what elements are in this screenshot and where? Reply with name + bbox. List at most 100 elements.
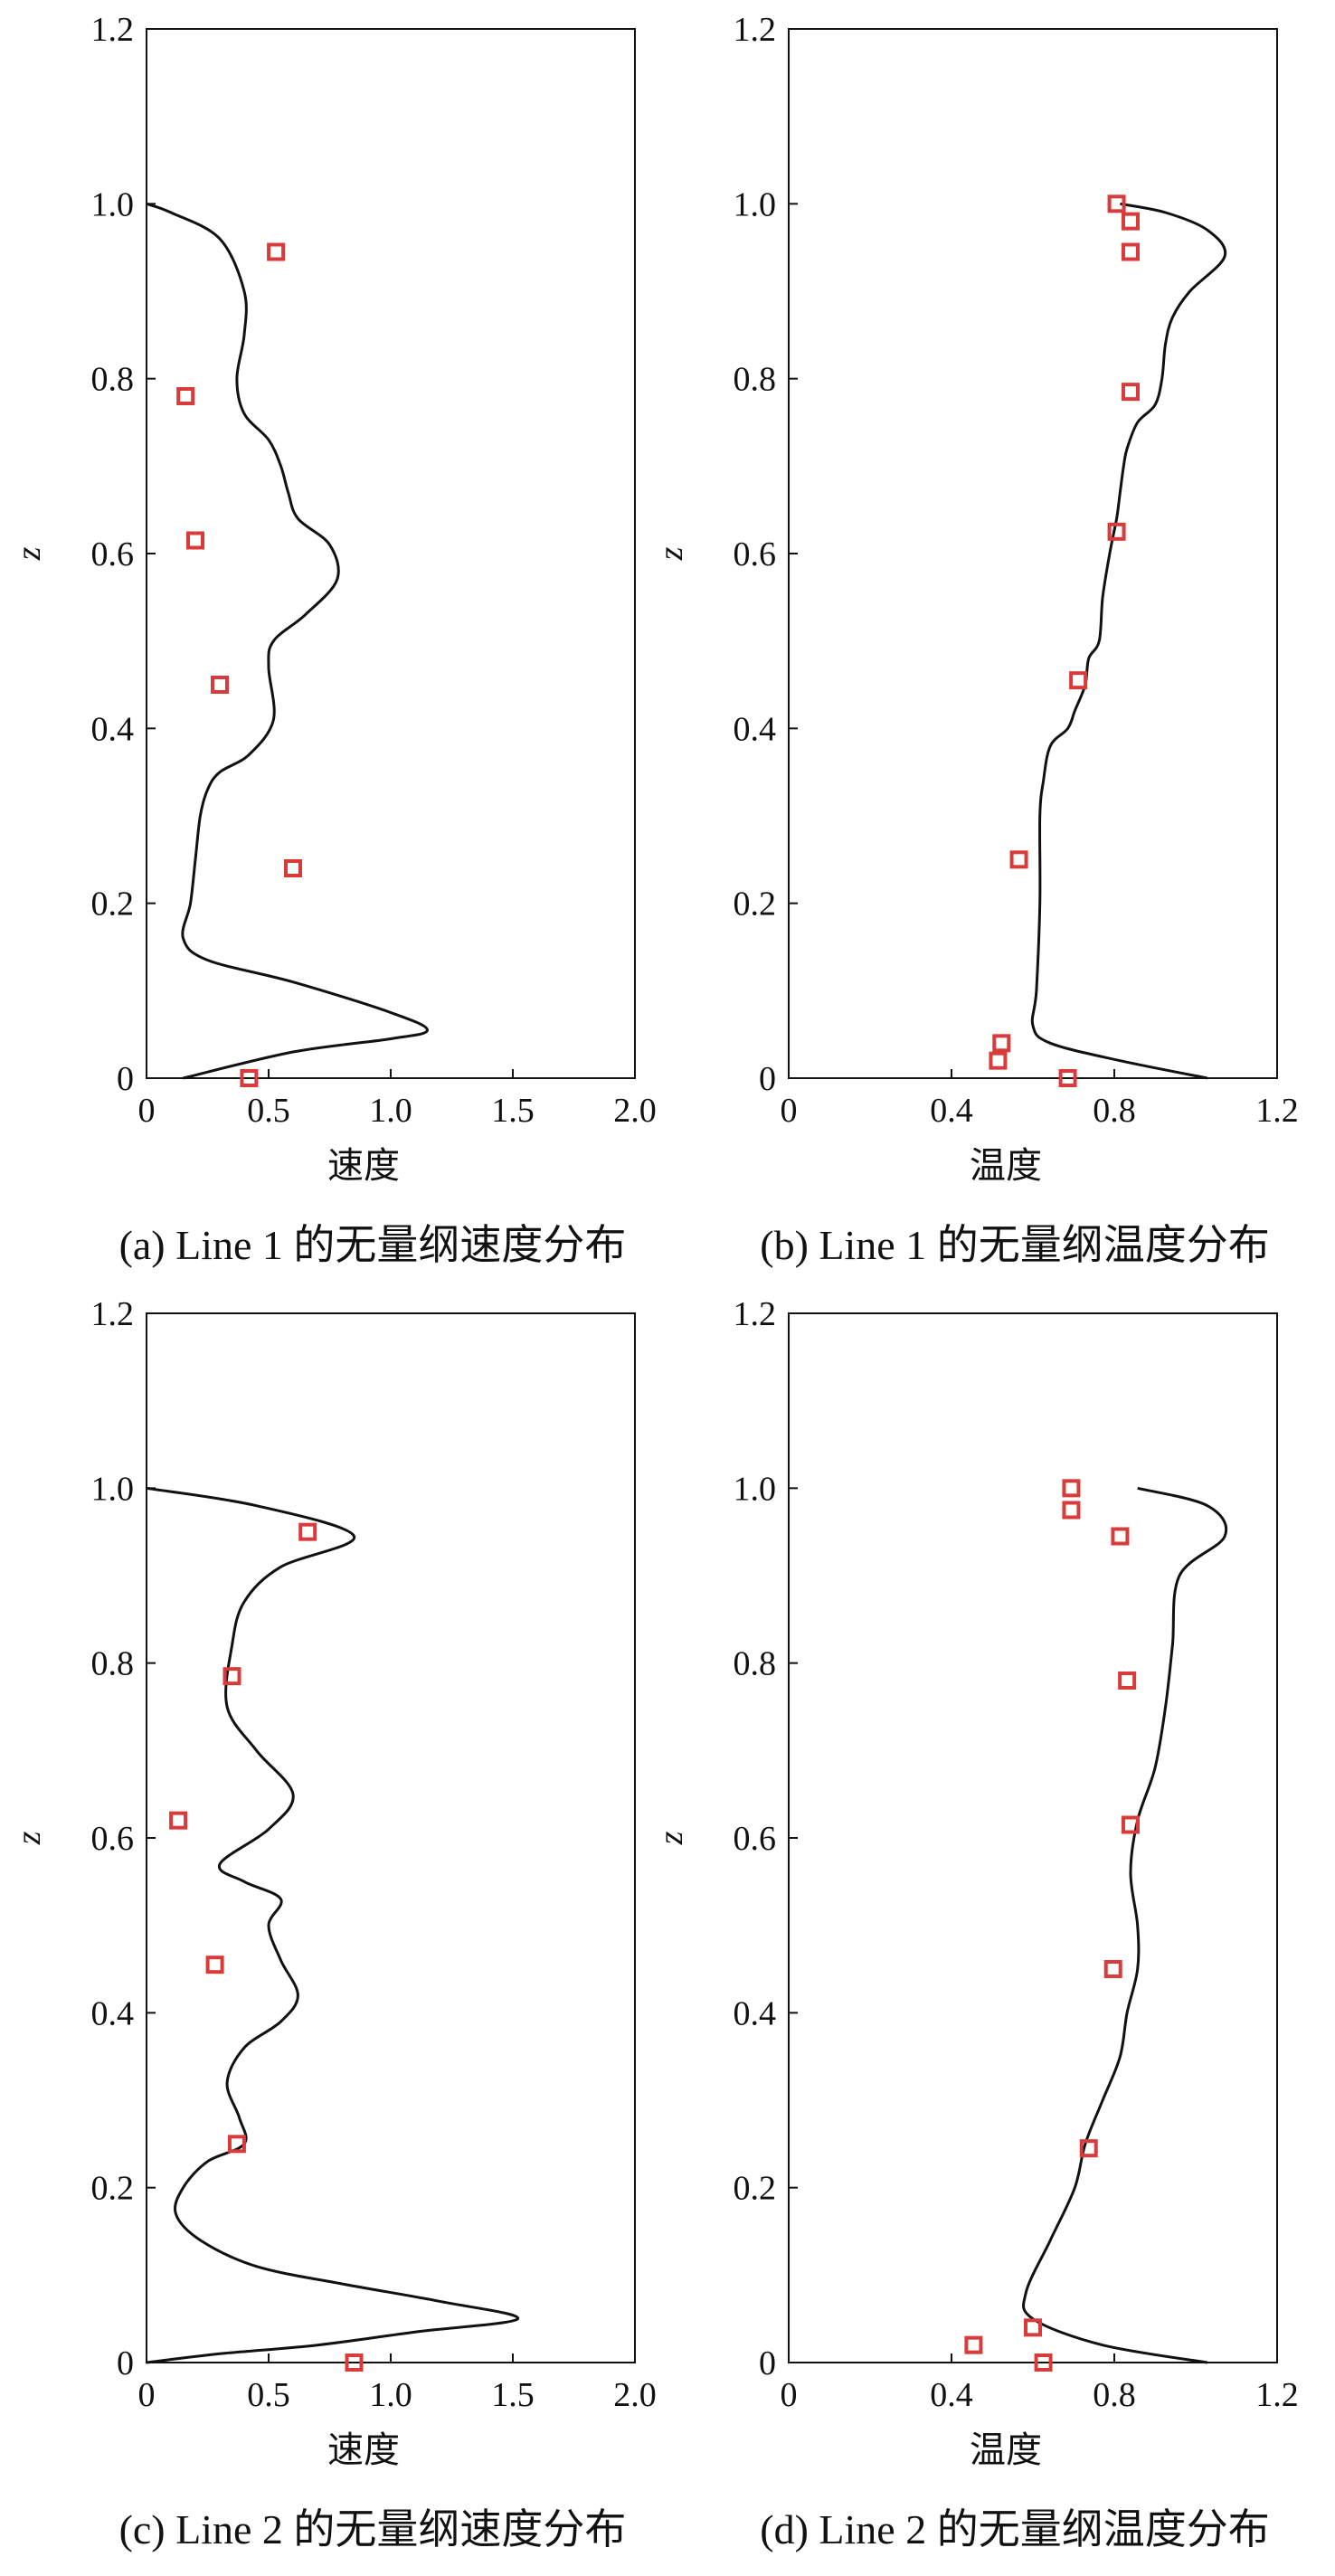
measurement-point <box>989 1051 1008 1070</box>
x-tick-label: 0.4 <box>930 2376 973 2414</box>
plot-frame <box>146 1312 636 2363</box>
y-tick-label: 1.0 <box>91 185 135 223</box>
y-tick-label: 0.2 <box>91 886 135 923</box>
plot-frame <box>146 28 636 1079</box>
measurement-point <box>169 1811 188 1830</box>
y-tick-label: 1.2 <box>91 1295 135 1333</box>
y-tick-label: 0.6 <box>91 535 135 573</box>
x-tick-label: 0.4 <box>930 1092 973 1130</box>
measurement-point <box>1062 1501 1081 1520</box>
measurement-point <box>1107 522 1126 541</box>
x-tick-label: 2.0 <box>613 1092 657 1130</box>
panel-caption: (d) Line 2 的无量纲温度分布 <box>760 2506 1269 2552</box>
y-tick-label: 0.8 <box>734 1645 777 1683</box>
chart-panel-4: 0 0.2 0.4 0.6 0.8 1.0 1.2 0 0.4 0.8 1.2 温度 z (d) Line… <box>652 1295 1299 2552</box>
measurement-point <box>1122 242 1140 261</box>
y-tick-label: 0.8 <box>91 361 135 399</box>
y-tick-label: 0.8 <box>734 361 777 399</box>
y-tick-label: 0.6 <box>734 535 777 573</box>
y-tick-label: 0.2 <box>91 2170 135 2208</box>
measurement-point <box>1111 1527 1130 1546</box>
measurement-point <box>1062 1479 1081 1498</box>
measurement-point <box>186 531 204 550</box>
y-axis-label: z <box>652 1831 690 1845</box>
measurement-point <box>227 2135 246 2154</box>
x-axis-label: 温度 <box>970 1145 1042 1187</box>
measurement-point <box>1122 1815 1140 1834</box>
x-tick-label: 1.2 <box>1255 1092 1299 1130</box>
x-tick-label: 0 <box>781 1092 798 1130</box>
measurement-point <box>1009 850 1028 869</box>
measurement-point <box>1034 2353 1053 2372</box>
x-tick-label: 0.5 <box>247 2376 290 2414</box>
y-axis-label: z <box>10 546 48 561</box>
x-tick-label: 0 <box>138 2376 156 2414</box>
y-tick-label: 0.4 <box>734 710 777 748</box>
measurement-point <box>1107 194 1126 213</box>
measurement-point <box>222 1667 241 1686</box>
y-axis-label: z <box>10 1831 48 1845</box>
measurement-point <box>240 1069 259 1087</box>
y-tick-label: 0 <box>759 1060 776 1098</box>
simulation-curve <box>146 202 430 1080</box>
x-tick-label: 1.5 <box>491 2376 535 2414</box>
x-tick-label: 0 <box>138 1092 156 1130</box>
y-tick-label: 0.8 <box>91 1645 135 1683</box>
measurement-point <box>298 1522 317 1541</box>
plot-frame <box>788 1312 1278 2363</box>
y-tick-label: 1.2 <box>91 11 135 49</box>
x-tick-label: 0 <box>781 2376 798 2414</box>
plot-frame <box>788 28 1278 1079</box>
x-tick-label: 0.8 <box>1093 2376 1136 2414</box>
y-axis-label: z <box>652 546 690 561</box>
chart-panel-2: 0 0.2 0.4 0.6 0.8 1.0 1.2 0 0.4 0.8 1.2 温度 z (b) Line… <box>652 11 1299 1268</box>
panel-caption: (b) Line 1 的无量纲温度分布 <box>760 1222 1269 1268</box>
measurement-point <box>1024 2318 1042 2337</box>
measurement-point <box>176 387 195 405</box>
measurement-point <box>1118 1672 1137 1690</box>
measurement-point <box>1103 1960 1122 1978</box>
measurement-point <box>1069 671 1088 690</box>
x-tick-label: 1.5 <box>491 1092 535 1130</box>
y-tick-label: 0.4 <box>91 1994 135 2032</box>
measurement-point <box>211 676 229 694</box>
y-tick-label: 1.2 <box>734 1295 777 1333</box>
x-axis-label: 速度 <box>327 2429 400 2471</box>
measurement-point <box>1058 1069 1077 1087</box>
measurement-point <box>1079 2139 1098 2158</box>
simulation-curve <box>1022 1486 1228 2364</box>
y-tick-label: 0 <box>759 2344 776 2382</box>
y-tick-label: 0.2 <box>734 2170 777 2208</box>
chart-panel-3: 0 0.2 0.4 0.6 0.8 1.0 1.2 0 0.5 1.0 1.5 2.0 速度 z (c) L… <box>10 1295 657 2552</box>
measurement-point <box>205 1956 224 1975</box>
x-tick-label: 1.2 <box>1255 2376 1299 2414</box>
y-tick-label: 0.6 <box>91 1820 135 1858</box>
measurement-point <box>1122 383 1140 402</box>
panel-caption: (a) Line 1 的无量纲速度分布 <box>119 1222 627 1268</box>
y-tick-label: 0 <box>117 1060 134 1098</box>
measurement-point <box>267 242 286 261</box>
y-tick-label: 0.4 <box>734 1994 777 2032</box>
x-tick-label: 0.5 <box>247 1092 290 1130</box>
y-tick-label: 0.2 <box>734 886 777 923</box>
y-tick-label: 1.0 <box>734 185 777 223</box>
measurement-point <box>964 2335 983 2354</box>
simulation-curve <box>146 1486 519 2364</box>
y-tick-label: 1.0 <box>734 1470 777 1508</box>
simulation-curve <box>1030 202 1227 1080</box>
y-tick-label: 1.2 <box>734 11 777 49</box>
x-tick-label: 1.0 <box>369 1092 412 1130</box>
x-tick-label: 1.0 <box>369 2376 412 2414</box>
x-axis-label: 温度 <box>970 2429 1042 2471</box>
measurement-point <box>345 2353 364 2372</box>
measurement-point <box>284 859 302 877</box>
y-tick-label: 0.4 <box>91 710 135 748</box>
x-tick-label: 0.8 <box>1093 1092 1136 1130</box>
measurement-point <box>992 1034 1011 1053</box>
x-axis-label: 速度 <box>327 1145 400 1187</box>
chart-panel-1: 0 0.2 0.4 0.6 0.8 1.0 1.2 0 0.5 1.0 1.5 2.0 速度 z (a) L… <box>10 11 657 1268</box>
measurement-point <box>1122 212 1140 231</box>
y-tick-label: 0.6 <box>734 1820 777 1858</box>
y-tick-label: 1.0 <box>91 1470 135 1508</box>
